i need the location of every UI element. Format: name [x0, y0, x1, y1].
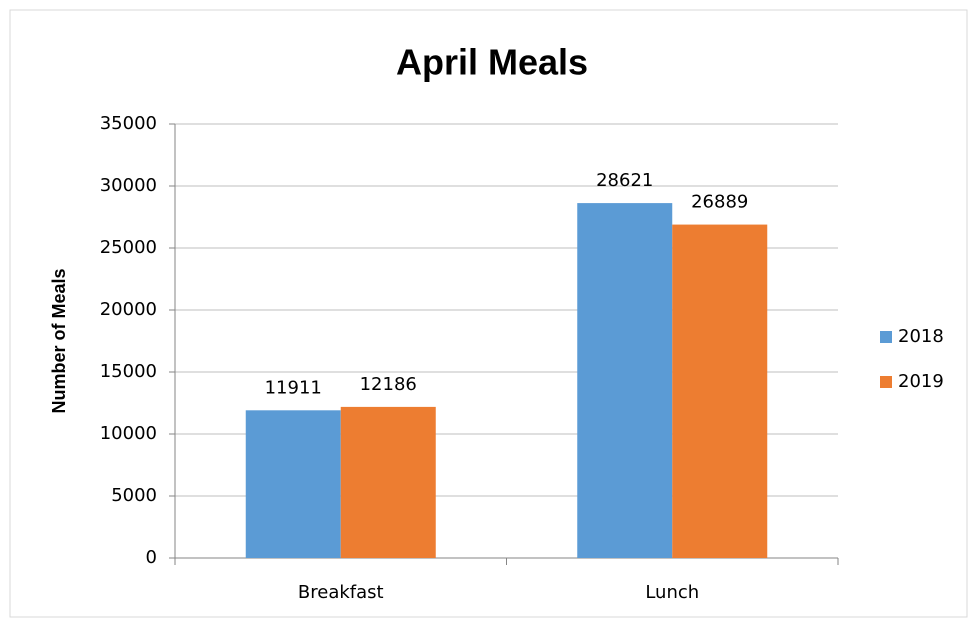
- bar: [672, 224, 768, 558]
- data-label: 12186: [360, 374, 417, 395]
- data-label: 11911: [265, 377, 322, 398]
- bar: [577, 203, 673, 558]
- legend-swatch: [880, 376, 892, 388]
- y-tick-label: 25000: [100, 237, 157, 258]
- y-axis-title: Number of Meals: [49, 268, 69, 413]
- y-tick-label: 35000: [100, 113, 157, 134]
- bar: [245, 410, 341, 558]
- legend-label: 2018: [898, 326, 944, 347]
- y-tick-label: 0: [146, 547, 157, 568]
- y-tick-label: 10000: [100, 423, 157, 444]
- data-label: 28621: [596, 170, 653, 191]
- data-label: 26889: [691, 192, 748, 213]
- y-tick-label: 5000: [111, 485, 157, 506]
- legend-label: 2019: [898, 371, 944, 392]
- y-tick-label: 15000: [100, 361, 157, 382]
- y-tick-label: 30000: [100, 175, 157, 196]
- chart-border: [9, 9, 968, 618]
- legend-swatch: [880, 331, 892, 343]
- x-tick-label: Breakfast: [298, 582, 384, 603]
- y-tick-label: 20000: [100, 299, 157, 320]
- x-tick-label: Lunch: [645, 582, 699, 603]
- chart-title: April Meals: [396, 42, 588, 83]
- bar: [340, 406, 436, 558]
